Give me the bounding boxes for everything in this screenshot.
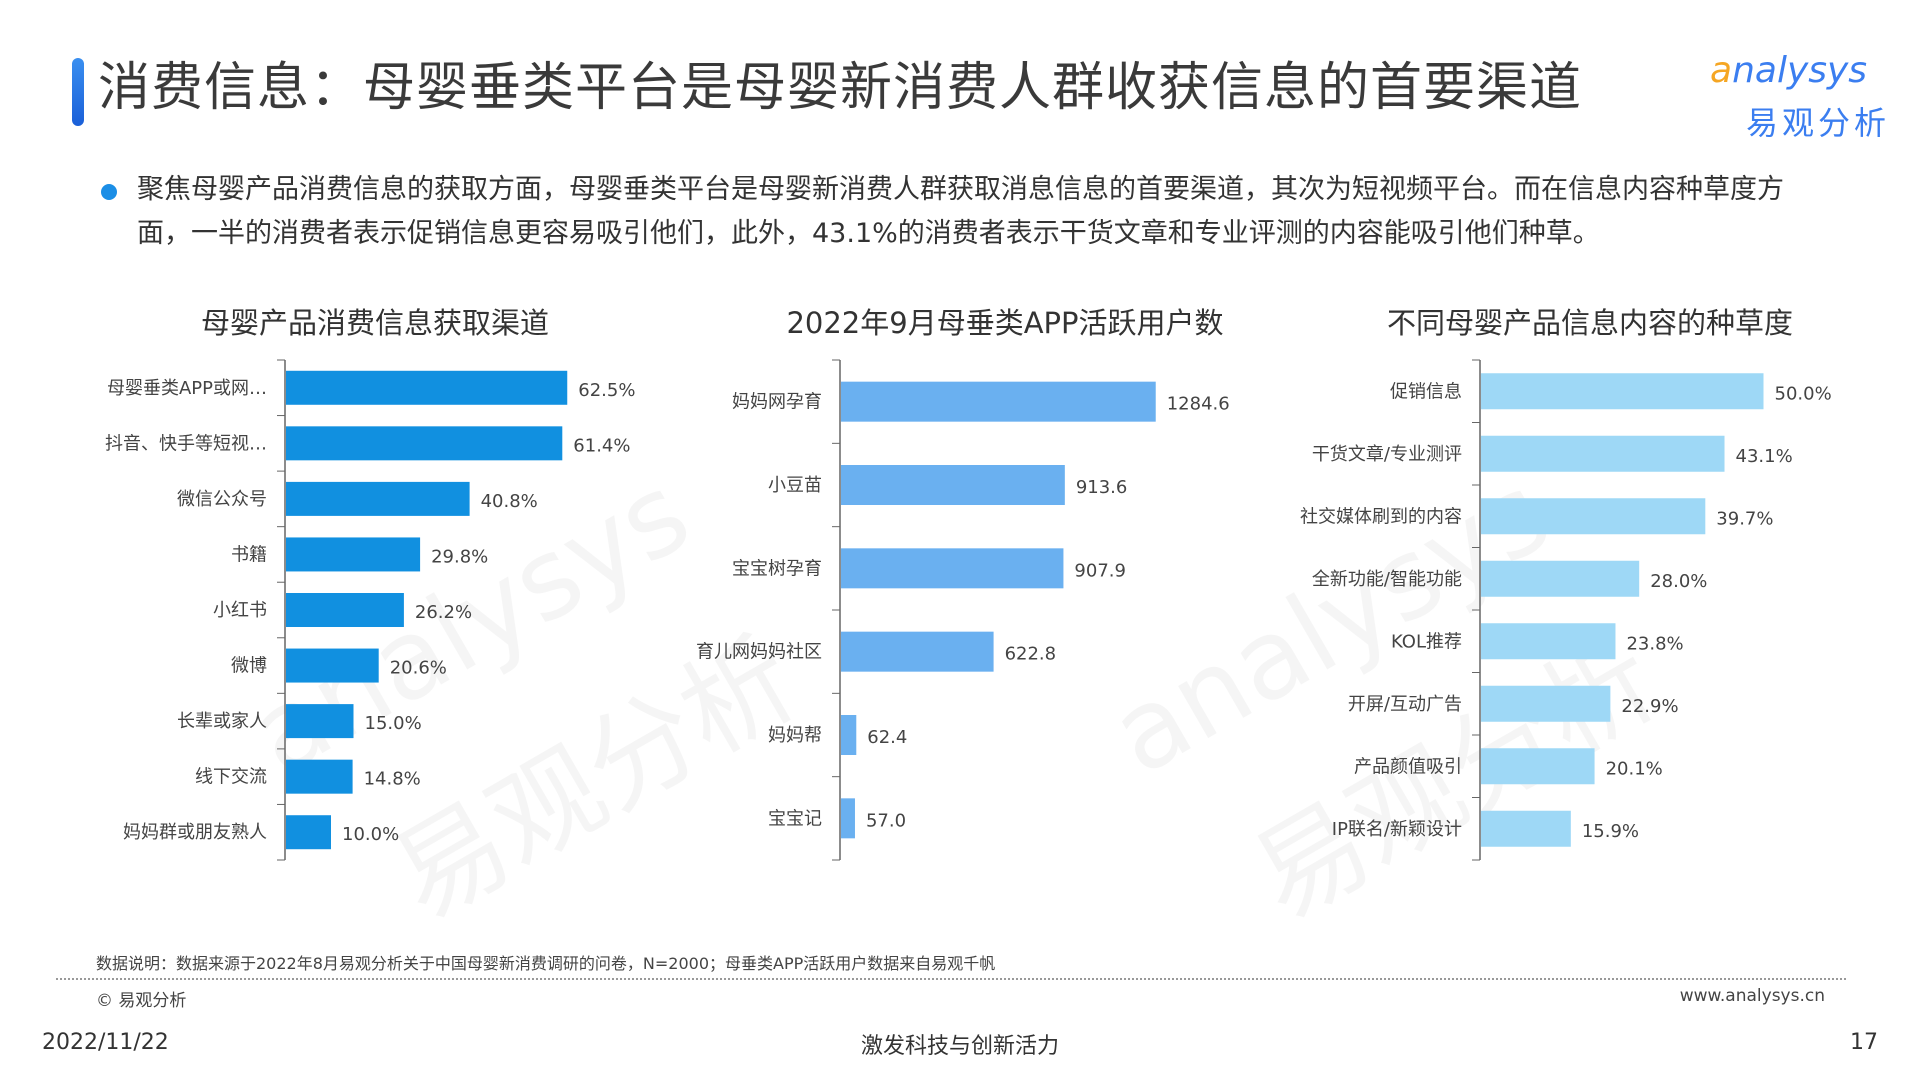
data-label: 913.6 — [1076, 477, 1128, 498]
data-label: 23.8% — [1626, 633, 1683, 654]
data-label: 29.8% — [431, 546, 488, 567]
bar — [1481, 560, 1640, 597]
bar — [286, 370, 568, 405]
data-label: 22.9% — [1621, 696, 1678, 717]
category-label: 宝宝树孕育 — [732, 558, 822, 579]
data-label: 907.9 — [1074, 560, 1126, 581]
category-label: 抖音、快手等短视… — [105, 433, 267, 454]
logo-chinese: 易观分析 — [1746, 104, 1891, 142]
data-label: 40.8% — [481, 491, 538, 512]
category-label: 开屏/互动广告 — [1348, 694, 1462, 715]
data-label: 57.0 — [866, 810, 906, 831]
page-number: 17 — [1850, 1030, 1878, 1055]
category-label: 宝宝记 — [768, 808, 822, 829]
bar — [286, 704, 354, 739]
category-label: 母婴垂类APP或网… — [107, 378, 267, 399]
report-date: 2022/11/22 — [42, 1030, 169, 1055]
bar — [286, 815, 331, 850]
bar — [286, 537, 421, 572]
data-label: 20.1% — [1606, 758, 1663, 779]
data-label: 43.1% — [1736, 446, 1793, 467]
data-label: 50.0% — [1775, 383, 1832, 404]
category-label: 育儿网妈妈社区 — [696, 642, 822, 663]
bar — [841, 798, 855, 839]
category-label: 全新功能/智能功能 — [1312, 569, 1462, 590]
category-label: 微博 — [231, 656, 267, 677]
category-label: 小豆苗 — [768, 475, 822, 496]
data-label: 26.2% — [415, 602, 472, 623]
data-label: 15.9% — [1582, 821, 1639, 842]
copyright: © 易观分析 — [96, 991, 187, 1011]
slogan: 激发科技与创新活力 — [860, 1034, 1059, 1059]
logo-english: analysys — [1710, 50, 1867, 91]
bullet-dot — [101, 184, 117, 200]
data-label: 15.0% — [365, 713, 422, 734]
bar — [841, 465, 1065, 505]
category-label: 妈妈帮 — [768, 725, 822, 746]
category-label: IP联名/新颖设计 — [1332, 819, 1462, 840]
website-url[interactable]: www.analysys.cn — [1679, 986, 1825, 1006]
title-accent-bar — [72, 58, 84, 126]
data-label: 14.8% — [364, 769, 421, 790]
bar — [1481, 748, 1595, 785]
bar — [1481, 685, 1611, 722]
chart-svg: 妈妈网孕育 1284.6 小豆苗 913.6 宝宝树孕育 907.9 育儿网妈妈社区 622.… — [696, 359, 1230, 861]
bar — [841, 381, 1156, 422]
bar — [1481, 810, 1571, 847]
data-label: 20.6% — [390, 658, 447, 679]
category-label: 社交媒体刷到的内容 — [1300, 506, 1462, 527]
category-label: 促销信息 — [1390, 381, 1462, 402]
chart-active-users: 2022年9月母垂类APP活跃用户数 妈妈网孕育 1284.6 小豆苗 913.6 宝宝… — [680, 300, 1330, 900]
bar — [286, 648, 379, 683]
category-label: 小红书 — [213, 600, 267, 621]
data-label: 62.4 — [867, 727, 907, 748]
data-label: 1284.6 — [1167, 394, 1230, 415]
category-label: KOL推荐 — [1391, 631, 1462, 652]
logo-english-text: nalysys — [1732, 50, 1868, 91]
data-label: 28.0% — [1650, 571, 1707, 592]
category-label: 妈妈网孕育 — [732, 392, 822, 413]
analysys-logo: analysys 易观分析 — [1710, 42, 1900, 142]
bar — [1481, 498, 1706, 535]
chart-title: 母婴产品消费信息获取渠道 — [200, 306, 549, 340]
bar — [841, 715, 857, 755]
data-label: 622.8 — [1005, 644, 1057, 665]
data-label: 10.0% — [342, 824, 399, 845]
category-label: 微信公众号 — [177, 489, 267, 510]
footer-divider — [56, 978, 1846, 980]
category-label: 妈妈群或朋友熟人 — [123, 822, 267, 843]
data-label: 39.7% — [1716, 508, 1773, 529]
bar — [286, 759, 353, 794]
category-label: 长辈或家人 — [177, 711, 267, 732]
data-label: 62.5% — [578, 380, 635, 401]
category-label: 线下交流 — [195, 767, 267, 788]
bar — [841, 548, 1064, 589]
logo-initial: a — [1710, 50, 1733, 91]
chart-title: 2022年9月母垂类APP活跃用户数 — [786, 306, 1224, 340]
data-label: 61.4% — [573, 435, 630, 456]
data-note: 数据说明：数据来源于2022年8月易观分析关于中国母婴新消费调研的问卷，N=20… — [96, 954, 996, 973]
bar — [1481, 373, 1764, 410]
chart-svg: 促销信息 50.0% 干货文章/专业测评 43.1% 社交媒体刷到的内容 39.7% 全新功… — [1300, 359, 1832, 861]
summary-text: 聚焦母婴产品消费信息的获取方面，母婴垂类平台是母婴新消费人群获取消息信息的首要渠… — [137, 174, 1784, 249]
chart-svg: 母婴垂类APP或网… 62.5% 抖音、快手等短视… 61.4% 微信公众号 40.8% 书… — [105, 359, 635, 861]
bar — [286, 481, 470, 516]
page-title: 消费信息：母婴垂类平台是母婴新消费人群收获信息的首要渠道 — [98, 58, 1583, 118]
category-label: 书籍 — [231, 544, 267, 565]
chart-title: 不同母婴产品信息内容的种草度 — [1386, 306, 1793, 340]
bar — [286, 593, 404, 627]
bar — [1481, 623, 1616, 660]
bar — [1481, 435, 1725, 472]
category-label: 干货文章/专业测评 — [1312, 444, 1462, 465]
chart-content-appeal: 不同母婴产品信息内容的种草度 促销信息 50.0% 干货文章/专业测评 43.1% 社交… — [1280, 300, 1920, 900]
category-label: 产品颜值吸引 — [1354, 756, 1462, 777]
bar — [841, 631, 994, 672]
chart-info-channels: 母婴产品消费信息获取渠道 母婴垂类APP或网… 62.5% 抖音、快手等短视… 61.… — [105, 300, 640, 900]
bar — [286, 426, 563, 461]
